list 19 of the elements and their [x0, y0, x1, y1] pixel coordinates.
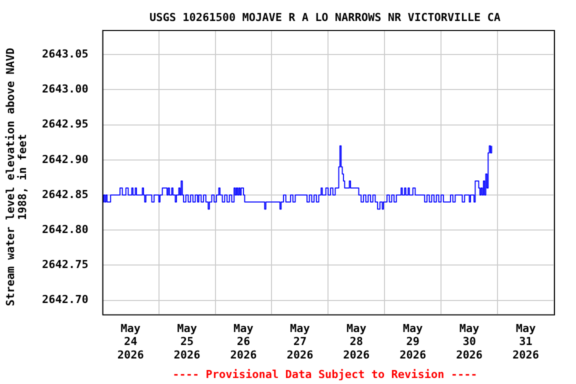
y-tick-label: 2642.75	[42, 258, 88, 272]
x-tick-label: May 31 2026	[512, 322, 540, 362]
x-tick-label: May 26 2026	[230, 322, 258, 362]
y-tick-label: 2642.95	[42, 118, 88, 131]
x-tick-label: May 25 2026	[174, 322, 201, 362]
x-tick-label: May 28 2026	[343, 322, 370, 362]
chart-title: USGS 10261500 MOJAVE R A LO NARROWS NR VICTORVILLE CA	[148, 11, 502, 24]
y-axis-title: Stream water level elevation above NAVD 1988, in feet	[4, 46, 29, 308]
x-tick-label: May 27 2026	[286, 322, 314, 362]
y-tick-label: 2643.00	[42, 82, 88, 96]
y-tick-label: 2642.80	[42, 222, 88, 236]
y-tick-label: 2642.70	[42, 293, 88, 306]
x-tick-label: May 29 2026	[400, 322, 426, 362]
text: ---- Provisional Data Subject to Revision ----	[172, 368, 478, 381]
x-tick-label: May 30 2026	[456, 322, 483, 362]
x-tick-label: May 24 2026	[117, 322, 144, 362]
y-tick-label: 2642.85	[42, 188, 88, 201]
y-tick-label: 2642.90	[42, 152, 88, 166]
y-tick-label: 2643.05	[42, 47, 88, 60]
